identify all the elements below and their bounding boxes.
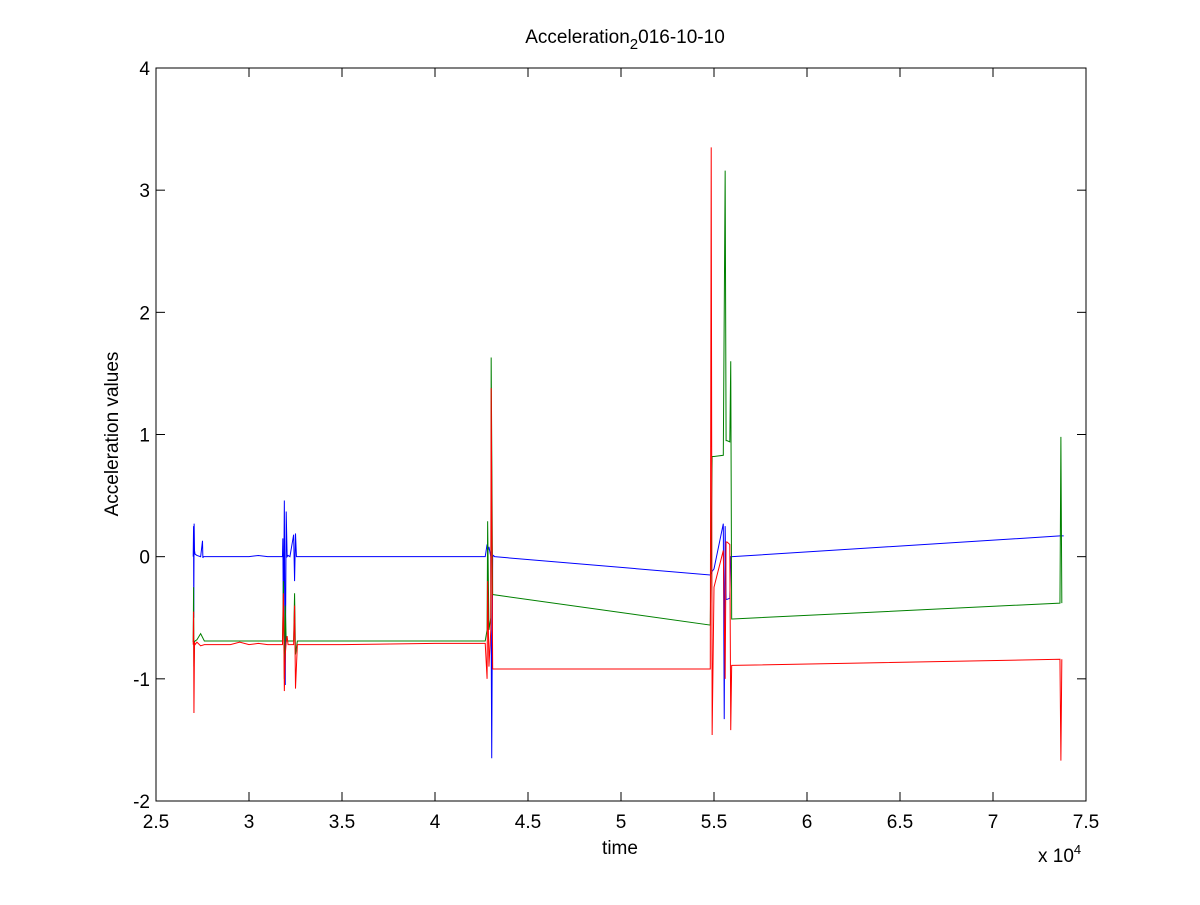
- series-line-3: [192, 147, 1063, 761]
- y-axis-label: Acceleration values: [102, 352, 123, 517]
- x-tick-label: 3: [244, 812, 255, 833]
- x-tick-label: 6: [802, 812, 813, 833]
- x-tick-label: 3.5: [329, 812, 355, 833]
- x-tick-label: 6.5: [887, 812, 913, 833]
- series-line-2: [192, 170, 1063, 679]
- y-tick-label: 4: [139, 59, 150, 80]
- chart-title-subscript: 2: [630, 36, 638, 53]
- series-group: [192, 147, 1064, 761]
- x-tick-label: 5.5: [701, 812, 727, 833]
- plot-area: [155, 67, 1087, 802]
- x-tick-label: 7: [988, 812, 999, 833]
- chart-title-rest: 016-10-10: [638, 27, 725, 48]
- y-axis-ticks: -2 -1 0 1 2 3 4: [133, 59, 1086, 813]
- x-axis-multiplier-exponent: 4: [1074, 842, 1081, 857]
- x-axis-multiplier: x 104: [1038, 842, 1081, 867]
- chart-title: Acceleration2016-10-10: [525, 27, 725, 53]
- x-tick-label: 7.5: [1073, 812, 1099, 833]
- x-tick-label: 5: [616, 812, 627, 833]
- y-tick-label: -2: [133, 792, 150, 813]
- y-tick-label: 2: [139, 303, 150, 324]
- y-tick-label: 0: [139, 548, 150, 569]
- x-axis-ticks: 2.5 3 3.5 4 4.5 5 5.5 6 6.5 7 7.5: [143, 68, 1099, 833]
- x-axis-label: time: [602, 838, 638, 859]
- x-tick-label: 4: [430, 812, 441, 833]
- x-axis-multiplier-base: x 10: [1038, 846, 1074, 867]
- x-tick-label: 4.5: [515, 812, 541, 833]
- series-line-1: [192, 500, 1064, 759]
- y-tick-label: 3: [139, 181, 150, 202]
- y-tick-label: -1: [133, 670, 150, 691]
- y-tick-label: 1: [139, 426, 150, 447]
- chart-title-main: Acceleration: [525, 27, 630, 48]
- x-tick-label: 2.5: [143, 812, 169, 833]
